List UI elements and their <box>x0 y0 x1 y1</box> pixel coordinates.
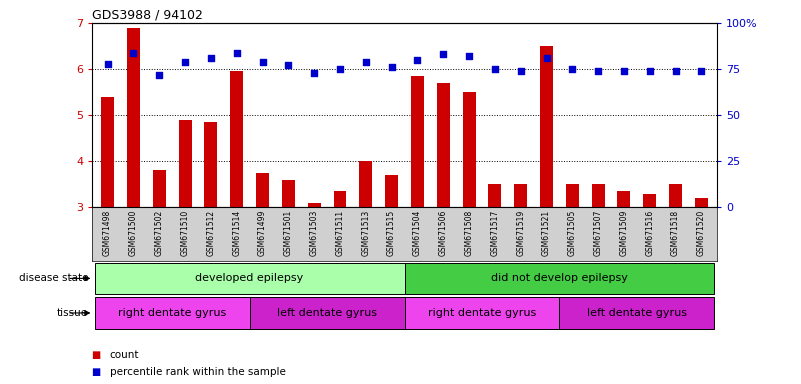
Text: ■: ■ <box>92 350 104 360</box>
Text: GSM671517: GSM671517 <box>490 210 499 256</box>
Bar <box>514 184 527 207</box>
Point <box>153 71 166 78</box>
Bar <box>153 170 166 207</box>
Point <box>256 59 269 65</box>
Bar <box>256 173 269 207</box>
Text: GSM671514: GSM671514 <box>232 210 241 256</box>
Bar <box>360 161 372 207</box>
Text: GSM671508: GSM671508 <box>465 210 473 256</box>
Point <box>618 68 630 74</box>
Text: GSM671513: GSM671513 <box>361 210 370 256</box>
Bar <box>405 297 559 328</box>
Bar <box>592 184 605 207</box>
Bar <box>385 175 398 207</box>
Text: GSM671504: GSM671504 <box>413 210 422 257</box>
Bar <box>204 122 217 207</box>
Text: GSM671506: GSM671506 <box>439 210 448 257</box>
Bar <box>411 76 424 207</box>
Point <box>204 55 217 61</box>
Point <box>540 55 553 61</box>
Bar <box>405 263 714 294</box>
Point <box>592 68 605 74</box>
Bar <box>333 191 346 207</box>
Bar <box>95 263 405 294</box>
Text: GSM671509: GSM671509 <box>619 210 629 257</box>
Bar <box>437 83 449 207</box>
Text: developed epilepsy: developed epilepsy <box>195 273 304 283</box>
Point <box>230 50 243 56</box>
Text: GSM671501: GSM671501 <box>284 210 293 256</box>
Point <box>127 50 140 56</box>
Bar <box>250 297 405 328</box>
Text: right dentate gyrus: right dentate gyrus <box>118 308 226 318</box>
Bar <box>695 198 708 207</box>
Text: GSM671516: GSM671516 <box>646 210 654 256</box>
Bar <box>95 297 250 328</box>
Text: count: count <box>110 350 139 360</box>
Text: GSM671521: GSM671521 <box>542 210 551 256</box>
Text: GSM671507: GSM671507 <box>594 210 602 257</box>
Text: GSM671520: GSM671520 <box>697 210 706 256</box>
Bar <box>179 120 191 207</box>
Text: GSM671502: GSM671502 <box>155 210 163 256</box>
Text: GSM671503: GSM671503 <box>310 210 319 257</box>
Text: ■: ■ <box>92 367 104 377</box>
Point <box>489 66 501 72</box>
Text: did not develop epilepsy: did not develop epilepsy <box>491 273 628 283</box>
Bar <box>230 71 244 207</box>
Point <box>669 68 682 74</box>
Text: left dentate gyrus: left dentate gyrus <box>277 308 377 318</box>
Bar <box>618 191 630 207</box>
Text: GSM671499: GSM671499 <box>258 210 267 257</box>
Bar <box>559 297 714 328</box>
Point <box>282 62 295 68</box>
Bar <box>669 184 682 207</box>
Text: percentile rank within the sample: percentile rank within the sample <box>110 367 286 377</box>
Text: GSM671511: GSM671511 <box>336 210 344 256</box>
Text: GSM671519: GSM671519 <box>516 210 525 256</box>
Text: disease state: disease state <box>18 273 88 283</box>
Point <box>463 53 476 59</box>
Text: GSM671505: GSM671505 <box>568 210 577 257</box>
Bar <box>308 203 320 207</box>
Point <box>643 68 656 74</box>
Point <box>566 66 579 72</box>
Bar <box>566 184 579 207</box>
Point <box>360 59 372 65</box>
Bar <box>463 92 476 207</box>
Bar <box>101 97 114 207</box>
Point <box>411 57 424 63</box>
Bar <box>282 180 295 207</box>
Text: GSM671512: GSM671512 <box>207 210 215 256</box>
Text: GSM671500: GSM671500 <box>129 210 138 257</box>
Point <box>101 61 114 67</box>
Text: GSM671515: GSM671515 <box>387 210 396 256</box>
Text: GSM671518: GSM671518 <box>671 210 680 256</box>
Bar <box>643 194 656 207</box>
Bar <box>540 46 553 207</box>
Text: right dentate gyrus: right dentate gyrus <box>428 308 536 318</box>
Point <box>437 51 449 58</box>
Point <box>695 68 708 74</box>
Text: GSM671510: GSM671510 <box>180 210 190 256</box>
Text: GDS3988 / 94102: GDS3988 / 94102 <box>92 9 203 22</box>
Point <box>179 59 191 65</box>
Point <box>308 70 320 76</box>
Text: GSM671498: GSM671498 <box>103 210 112 256</box>
Point <box>333 66 346 72</box>
Point <box>385 64 398 70</box>
Bar <box>127 28 140 207</box>
Bar <box>489 184 501 207</box>
Point <box>514 68 527 74</box>
Text: tissue: tissue <box>57 308 88 318</box>
Text: left dentate gyrus: left dentate gyrus <box>587 308 687 318</box>
